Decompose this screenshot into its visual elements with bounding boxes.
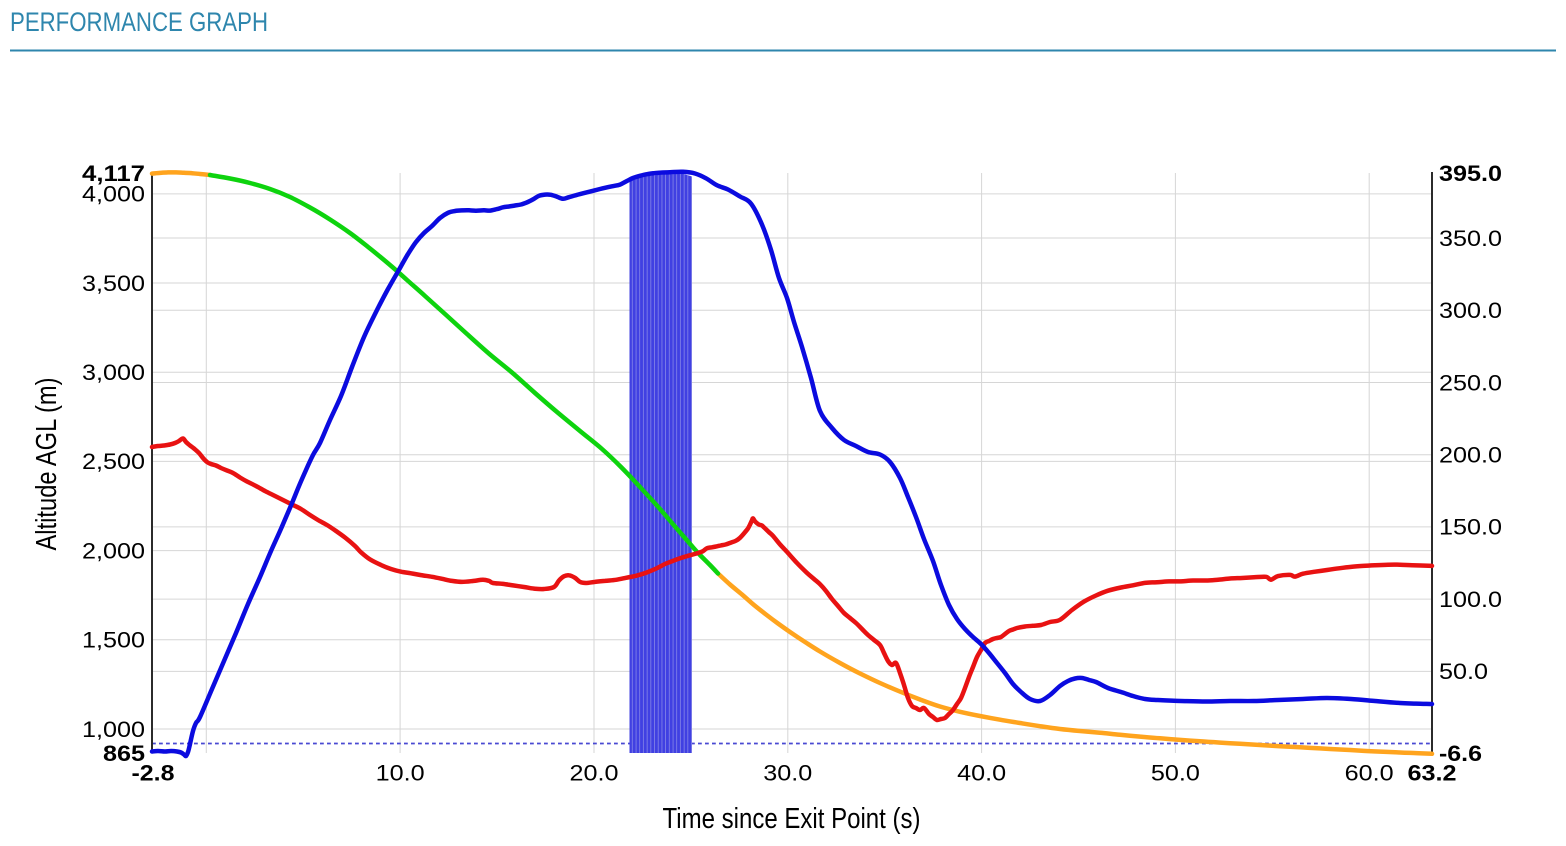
svg-text:60.0: 60.0 — [1345, 761, 1394, 786]
svg-text:3,500: 3,500 — [82, 271, 145, 296]
svg-text:20.0: 20.0 — [570, 761, 619, 786]
svg-text:-2.8: -2.8 — [132, 761, 175, 786]
svg-text:250.0: 250.0 — [1439, 370, 1502, 395]
svg-text:200.0: 200.0 — [1439, 443, 1502, 468]
svg-text:100.0: 100.0 — [1439, 587, 1502, 612]
svg-text:40.0: 40.0 — [957, 761, 1006, 786]
svg-text:50.0: 50.0 — [1439, 659, 1488, 684]
svg-text:Altitude AGL (m): Altitude AGL (m) — [31, 378, 63, 551]
svg-text:2,500: 2,500 — [82, 449, 145, 474]
svg-text:PERFORMANCE GRAPH: PERFORMANCE GRAPH — [10, 7, 268, 37]
svg-text:30.0: 30.0 — [763, 761, 812, 786]
svg-text:4,117: 4,117 — [82, 161, 145, 186]
svg-text:63.2: 63.2 — [1408, 761, 1457, 786]
svg-text:150.0: 150.0 — [1439, 515, 1502, 540]
svg-text:3,000: 3,000 — [82, 360, 145, 385]
svg-text:Time since Exit Point (s): Time since Exit Point (s) — [663, 803, 921, 835]
svg-text:50.0: 50.0 — [1151, 761, 1200, 786]
svg-text:1,000: 1,000 — [82, 717, 145, 742]
svg-text:4,000: 4,000 — [82, 182, 145, 207]
svg-text:865: 865 — [103, 741, 145, 766]
svg-text:350.0: 350.0 — [1439, 226, 1502, 251]
svg-text:1,500: 1,500 — [82, 628, 145, 653]
svg-text:2,000: 2,000 — [82, 538, 145, 563]
svg-text:395.0: 395.0 — [1439, 161, 1502, 186]
svg-text:10.0: 10.0 — [376, 761, 425, 786]
svg-text:-6.6: -6.6 — [1439, 741, 1482, 766]
svg-text:300.0: 300.0 — [1439, 298, 1502, 323]
